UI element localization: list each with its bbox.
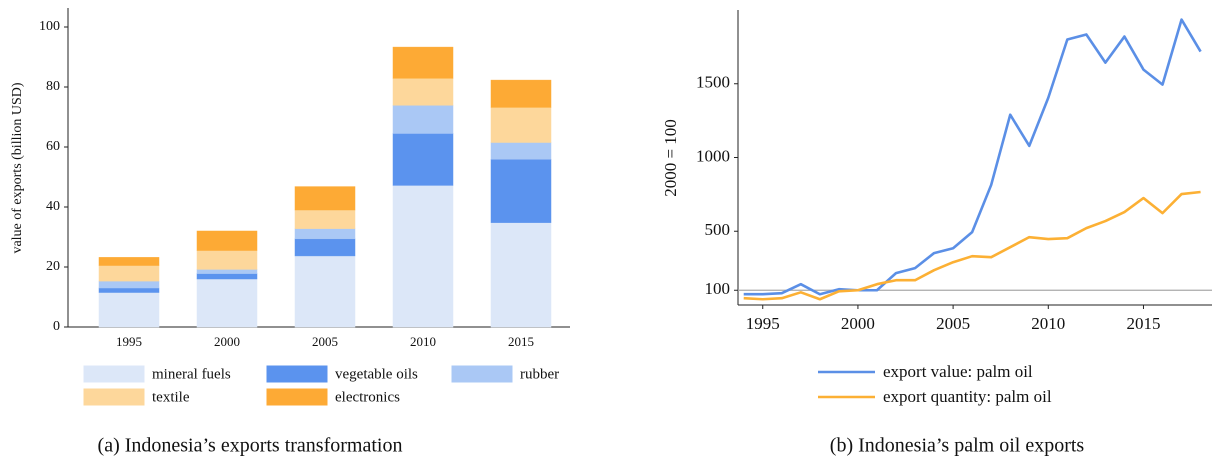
bar-segment <box>490 222 552 328</box>
legend-label: electronics <box>335 389 400 405</box>
bar-segment <box>294 228 356 240</box>
y-tick-label: 0 <box>53 319 60 334</box>
y-tick-label: 1500 <box>696 73 730 92</box>
x-tick-label: 1995 <box>746 314 780 333</box>
data-line <box>743 18 1202 296</box>
bar-segment <box>294 255 356 328</box>
bar-segment <box>392 105 454 134</box>
y-tick-label: 500 <box>705 220 731 239</box>
bar-segment <box>196 269 258 274</box>
bar-segment <box>490 79 552 108</box>
legend-swatch <box>451 365 513 383</box>
bar-segment <box>196 250 258 270</box>
data-line <box>743 190 1201 301</box>
bar-segment <box>392 185 454 328</box>
legend-label: vegetable oils <box>335 366 418 382</box>
y-axis-label: 2000 = 100 <box>661 119 680 197</box>
legend-label: export value: palm oil <box>883 362 1033 381</box>
legend-swatch <box>83 388 145 406</box>
legend-swatch <box>266 388 328 406</box>
bar-segment <box>98 292 160 328</box>
legend-label: export quantity: palm oil <box>883 387 1052 406</box>
bar-segment <box>294 238 356 257</box>
bar-segment <box>98 265 160 282</box>
bar-segment <box>392 46 454 79</box>
x-tick-label: 2005 <box>936 314 970 333</box>
y-tick-label: 60 <box>46 139 60 154</box>
x-tick-label: 2005 <box>312 334 338 349</box>
bar-segment <box>490 107 552 143</box>
bar-segment <box>490 142 552 160</box>
caption: (a) Indonesia’s exports transformation <box>98 435 403 457</box>
x-tick-label: 2010 <box>410 334 436 349</box>
bar-segment <box>196 273 258 280</box>
y-tick-label: 20 <box>46 259 60 274</box>
bar-segment <box>294 209 356 229</box>
x-tick-label: 2000 <box>841 314 875 333</box>
legend-label: rubber <box>520 366 559 382</box>
x-tick-label: 2015 <box>508 334 534 349</box>
y-tick-label: 100 <box>39 19 60 34</box>
legend-label: mineral fuels <box>152 366 231 382</box>
bar-segment <box>490 159 552 223</box>
x-tick-label: 1995 <box>116 334 142 349</box>
y-tick-label: 40 <box>46 199 60 214</box>
bar-segment <box>392 133 454 186</box>
legend-swatch <box>83 365 145 383</box>
y-tick-label: 80 <box>46 79 60 94</box>
x-tick-label: 2015 <box>1126 314 1160 333</box>
y-tick-label: 1000 <box>696 146 730 165</box>
bar-segment <box>392 78 454 106</box>
y-tick-label: 100 <box>705 279 731 298</box>
y-axis-label: value of exports (billion USD) <box>10 82 25 253</box>
bar-segment <box>98 280 160 289</box>
bar-segment <box>294 186 356 211</box>
bar-segment <box>196 278 258 328</box>
x-tick-label: 2010 <box>1031 314 1065 333</box>
x-tick-label: 2000 <box>214 334 240 349</box>
legend-label: textile <box>152 389 190 405</box>
caption: (b) Indonesia’s palm oil exports <box>830 435 1085 457</box>
bar-segment <box>98 257 160 266</box>
bar-segment <box>98 287 160 293</box>
legend-swatch <box>266 365 328 383</box>
bar-segment <box>196 230 258 251</box>
